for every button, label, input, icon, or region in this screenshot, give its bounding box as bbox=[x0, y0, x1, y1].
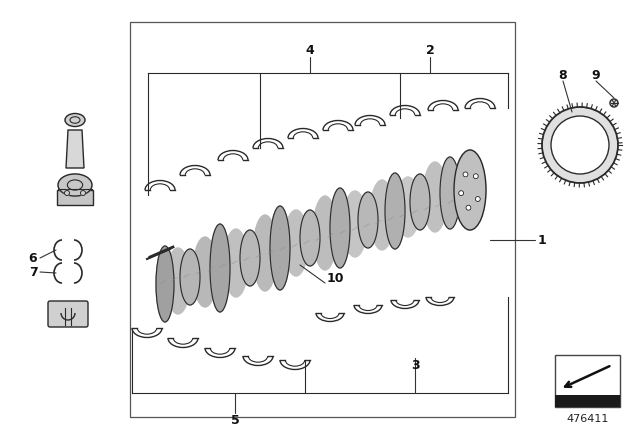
FancyBboxPatch shape bbox=[48, 301, 88, 327]
Ellipse shape bbox=[440, 157, 460, 229]
Polygon shape bbox=[57, 190, 93, 205]
Circle shape bbox=[610, 99, 618, 107]
Ellipse shape bbox=[193, 237, 217, 307]
Ellipse shape bbox=[284, 210, 308, 276]
Text: 5: 5 bbox=[230, 414, 239, 426]
Text: 3: 3 bbox=[411, 358, 419, 371]
Text: 7: 7 bbox=[29, 266, 37, 279]
Polygon shape bbox=[66, 130, 84, 168]
Ellipse shape bbox=[166, 248, 190, 314]
Text: 2: 2 bbox=[426, 43, 435, 56]
Ellipse shape bbox=[343, 191, 367, 257]
Ellipse shape bbox=[253, 215, 277, 291]
Ellipse shape bbox=[454, 150, 486, 230]
Bar bbox=[555, 395, 620, 407]
Ellipse shape bbox=[180, 249, 200, 305]
Ellipse shape bbox=[300, 210, 320, 266]
Bar bbox=[555, 355, 620, 407]
Ellipse shape bbox=[58, 174, 92, 196]
Ellipse shape bbox=[313, 196, 337, 270]
Text: 10: 10 bbox=[326, 271, 344, 284]
Text: 4: 4 bbox=[306, 43, 314, 56]
Ellipse shape bbox=[385, 173, 405, 249]
Ellipse shape bbox=[156, 246, 174, 322]
Ellipse shape bbox=[240, 230, 260, 286]
Text: 1: 1 bbox=[538, 233, 547, 246]
Ellipse shape bbox=[65, 113, 85, 126]
Circle shape bbox=[542, 107, 618, 183]
Text: 9: 9 bbox=[592, 69, 600, 82]
Ellipse shape bbox=[370, 180, 394, 250]
Circle shape bbox=[551, 116, 609, 174]
Ellipse shape bbox=[330, 188, 350, 268]
Circle shape bbox=[463, 172, 468, 177]
Text: 6: 6 bbox=[29, 251, 37, 264]
Ellipse shape bbox=[396, 177, 420, 237]
Bar bbox=[130, 22, 515, 417]
Circle shape bbox=[466, 205, 471, 210]
Ellipse shape bbox=[210, 224, 230, 312]
Text: 476411: 476411 bbox=[566, 414, 609, 424]
Ellipse shape bbox=[224, 229, 248, 297]
Circle shape bbox=[476, 197, 480, 202]
Circle shape bbox=[65, 190, 70, 195]
Text: 8: 8 bbox=[559, 69, 567, 82]
Ellipse shape bbox=[423, 162, 447, 232]
Circle shape bbox=[81, 190, 86, 195]
Circle shape bbox=[459, 191, 463, 196]
Ellipse shape bbox=[270, 206, 290, 290]
Circle shape bbox=[474, 174, 478, 179]
Ellipse shape bbox=[410, 174, 430, 230]
Ellipse shape bbox=[358, 192, 378, 248]
